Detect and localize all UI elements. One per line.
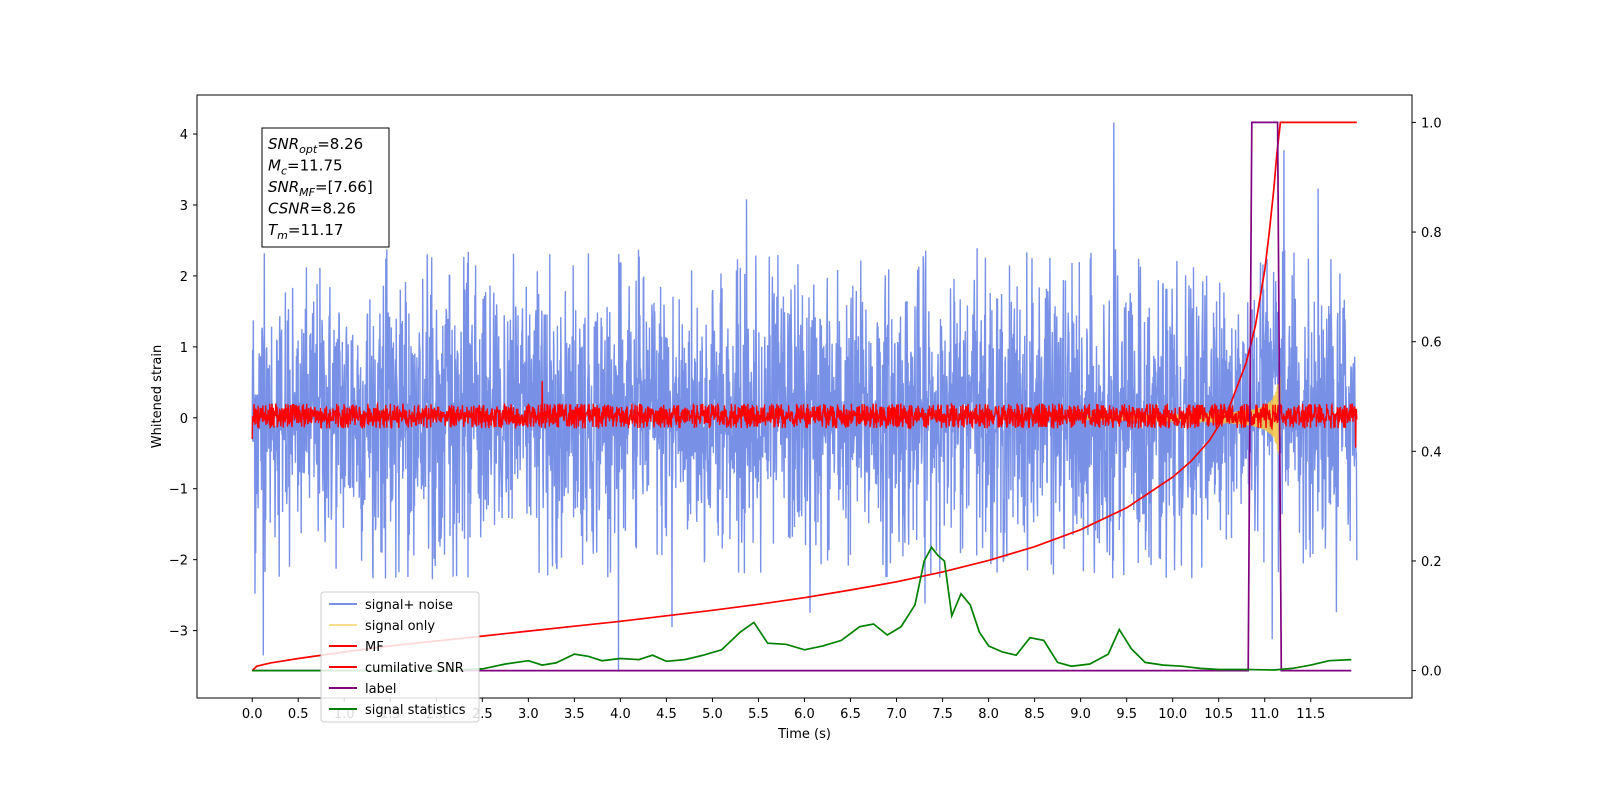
x-tick-label: 0.0 xyxy=(242,707,263,722)
x-tick-label: 3.5 xyxy=(564,707,585,722)
annotation-line: Tm=11.17 xyxy=(268,221,343,242)
y2-tick-label: 0.8 xyxy=(1421,226,1442,241)
x-tick-label: 11.0 xyxy=(1250,707,1279,722)
x-tick-label: 9.0 xyxy=(1070,707,1091,722)
y2-tick-label: 0.6 xyxy=(1421,336,1442,351)
x-tick-label: 11.5 xyxy=(1296,707,1325,722)
y2-tick-label: 0.2 xyxy=(1421,555,1442,570)
legend-frame xyxy=(320,591,480,723)
y-tick-label: 4 xyxy=(180,128,188,143)
y-tick-label: −1 xyxy=(169,483,188,498)
x-tick-label: 4.5 xyxy=(656,707,677,722)
y-tick-label: 0 xyxy=(180,412,188,427)
stats-annotation-box: SNRopt=8.26Mc=11.75SNRMF=[7.66]CSNR=8.26… xyxy=(261,127,390,248)
legend-entry: label xyxy=(365,682,396,697)
x-tick-label: 4.0 xyxy=(610,707,631,722)
series-mf xyxy=(251,380,1358,448)
x-tick-label: 9.5 xyxy=(1116,707,1137,722)
legend: signal+ noise signal only MF cumilative SNR… xyxy=(320,591,480,723)
y2-tick-label: 0.0 xyxy=(1421,665,1442,680)
x-tick-label: 5.5 xyxy=(748,707,769,722)
y-tick-label: 1 xyxy=(180,341,188,356)
series-label xyxy=(252,121,1352,672)
y-tick-label: 2 xyxy=(180,270,188,285)
x-tick-label: 6.5 xyxy=(840,707,861,722)
y2-tick-label: 0.4 xyxy=(1421,445,1442,460)
annotation-line: Mc=11.75 xyxy=(268,157,343,178)
y-tick-label: −2 xyxy=(169,554,188,569)
y-tick-label: −3 xyxy=(169,625,188,640)
y-axis-label: Whitened strain xyxy=(150,345,165,448)
series-signal-statistics xyxy=(252,545,1352,672)
x-tick-label: 3.0 xyxy=(518,707,539,722)
annotation-line: SNRMF=[7.66] xyxy=(268,178,373,199)
y-tick-label: 3 xyxy=(180,199,188,214)
legend-entry: signal+ noise xyxy=(365,598,453,613)
x-tick-label: 5.0 xyxy=(702,707,723,722)
legend-entry: signal statistics xyxy=(365,703,466,718)
x-tick-label: 10.0 xyxy=(1158,707,1187,722)
x-axis-label: Time (s) xyxy=(777,727,831,742)
x-tick-label: 7.5 xyxy=(932,707,953,722)
annotation-line: CSNR=8.26 xyxy=(268,200,356,218)
legend-entry: MF xyxy=(365,640,384,655)
legend-entry: signal only xyxy=(365,619,435,634)
x-tick-label: 10.5 xyxy=(1204,707,1233,722)
x-tick-label: 6.0 xyxy=(794,707,815,722)
y2-tick-label: 1.0 xyxy=(1421,116,1442,131)
x-tick-label: 8.5 xyxy=(1024,707,1045,722)
legend-entry: cumilative SNR xyxy=(365,661,464,676)
x-tick-label: 0.5 xyxy=(288,707,309,722)
annotation-box-frame xyxy=(261,127,390,248)
x-tick-label: 7.0 xyxy=(886,707,907,722)
x-tick-label: 8.0 xyxy=(978,707,999,722)
annotation-line: SNRopt=8.26 xyxy=(268,135,363,156)
